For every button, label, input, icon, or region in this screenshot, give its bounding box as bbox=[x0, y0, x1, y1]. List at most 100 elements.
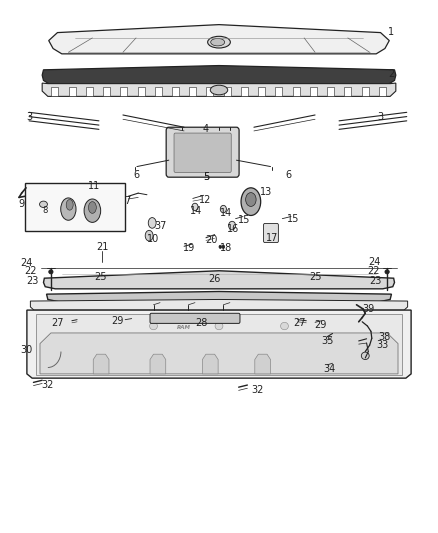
Ellipse shape bbox=[385, 270, 389, 274]
FancyBboxPatch shape bbox=[138, 87, 145, 96]
FancyBboxPatch shape bbox=[51, 87, 58, 96]
Text: 27: 27 bbox=[293, 318, 306, 328]
Text: 23: 23 bbox=[369, 277, 381, 286]
Ellipse shape bbox=[84, 199, 101, 222]
Polygon shape bbox=[49, 25, 389, 54]
Text: 1: 1 bbox=[389, 27, 395, 37]
Polygon shape bbox=[150, 354, 166, 374]
Text: 7: 7 bbox=[124, 196, 131, 206]
FancyBboxPatch shape bbox=[174, 133, 231, 172]
Text: 15: 15 bbox=[238, 215, 251, 225]
Text: 20: 20 bbox=[205, 236, 218, 246]
FancyBboxPatch shape bbox=[86, 87, 93, 96]
Text: 35: 35 bbox=[321, 336, 333, 346]
Text: 25: 25 bbox=[310, 272, 322, 281]
Text: 6: 6 bbox=[286, 170, 292, 180]
Ellipse shape bbox=[39, 201, 47, 207]
Ellipse shape bbox=[219, 245, 222, 248]
Ellipse shape bbox=[66, 199, 73, 210]
FancyBboxPatch shape bbox=[166, 127, 239, 177]
Text: 12: 12 bbox=[199, 195, 211, 205]
Text: 32: 32 bbox=[41, 379, 53, 390]
Text: 14: 14 bbox=[220, 208, 232, 219]
FancyBboxPatch shape bbox=[103, 87, 110, 96]
Text: 24: 24 bbox=[21, 259, 33, 268]
Text: 10: 10 bbox=[146, 235, 159, 245]
Text: 27: 27 bbox=[51, 318, 64, 328]
Text: 8: 8 bbox=[42, 206, 48, 215]
Ellipse shape bbox=[208, 36, 230, 48]
Ellipse shape bbox=[192, 203, 198, 211]
FancyBboxPatch shape bbox=[276, 87, 283, 96]
Text: 29: 29 bbox=[111, 316, 124, 326]
Polygon shape bbox=[93, 354, 109, 374]
FancyBboxPatch shape bbox=[258, 87, 265, 96]
FancyBboxPatch shape bbox=[189, 87, 196, 96]
Polygon shape bbox=[42, 66, 396, 84]
Text: 9: 9 bbox=[18, 199, 25, 209]
Text: 13: 13 bbox=[260, 187, 272, 197]
Text: 37: 37 bbox=[154, 221, 166, 231]
FancyBboxPatch shape bbox=[344, 87, 351, 96]
FancyBboxPatch shape bbox=[155, 87, 162, 96]
FancyBboxPatch shape bbox=[69, 87, 76, 96]
Ellipse shape bbox=[281, 322, 288, 330]
FancyBboxPatch shape bbox=[224, 87, 231, 96]
Text: 39: 39 bbox=[362, 304, 374, 314]
FancyBboxPatch shape bbox=[327, 87, 334, 96]
Text: 5: 5 bbox=[203, 172, 209, 182]
Text: 6: 6 bbox=[133, 170, 139, 180]
Text: 19: 19 bbox=[183, 244, 195, 253]
Text: 38: 38 bbox=[378, 332, 390, 342]
FancyBboxPatch shape bbox=[293, 87, 300, 96]
FancyBboxPatch shape bbox=[172, 87, 179, 96]
Polygon shape bbox=[30, 300, 408, 310]
Polygon shape bbox=[43, 271, 395, 289]
Polygon shape bbox=[42, 83, 396, 96]
Text: 18: 18 bbox=[220, 244, 232, 253]
Polygon shape bbox=[35, 314, 403, 375]
FancyBboxPatch shape bbox=[379, 87, 386, 96]
Ellipse shape bbox=[241, 188, 261, 215]
Text: 22: 22 bbox=[24, 266, 37, 276]
Ellipse shape bbox=[148, 217, 156, 228]
Ellipse shape bbox=[145, 230, 153, 241]
Ellipse shape bbox=[49, 270, 53, 274]
Ellipse shape bbox=[210, 85, 228, 95]
Ellipse shape bbox=[220, 205, 226, 213]
Ellipse shape bbox=[211, 38, 225, 46]
Text: 11: 11 bbox=[88, 181, 101, 191]
FancyBboxPatch shape bbox=[310, 87, 317, 96]
Text: 33: 33 bbox=[377, 340, 389, 350]
FancyBboxPatch shape bbox=[361, 87, 368, 96]
Text: 3: 3 bbox=[26, 111, 32, 122]
Text: 2: 2 bbox=[389, 69, 395, 79]
Text: 32: 32 bbox=[251, 385, 264, 395]
Text: RAM: RAM bbox=[177, 325, 191, 330]
Text: 29: 29 bbox=[314, 320, 327, 330]
Ellipse shape bbox=[215, 322, 223, 330]
Text: 25: 25 bbox=[94, 272, 106, 281]
Text: 22: 22 bbox=[368, 266, 380, 276]
Ellipse shape bbox=[150, 322, 157, 330]
Text: 3: 3 bbox=[378, 111, 384, 122]
Text: 34: 34 bbox=[323, 364, 336, 374]
Text: 30: 30 bbox=[21, 345, 33, 355]
Ellipse shape bbox=[229, 221, 236, 230]
Text: 14: 14 bbox=[190, 206, 202, 216]
Polygon shape bbox=[255, 354, 271, 374]
Text: 5: 5 bbox=[203, 172, 209, 182]
Text: 23: 23 bbox=[26, 277, 38, 286]
FancyBboxPatch shape bbox=[25, 183, 125, 231]
Text: 28: 28 bbox=[195, 318, 208, 328]
FancyBboxPatch shape bbox=[150, 313, 240, 324]
Text: 15: 15 bbox=[287, 214, 300, 224]
Text: 16: 16 bbox=[227, 224, 240, 235]
FancyBboxPatch shape bbox=[241, 87, 248, 96]
FancyBboxPatch shape bbox=[264, 223, 279, 243]
Polygon shape bbox=[27, 310, 411, 378]
Ellipse shape bbox=[361, 352, 369, 360]
Polygon shape bbox=[202, 354, 218, 374]
FancyBboxPatch shape bbox=[206, 87, 213, 96]
Polygon shape bbox=[40, 333, 398, 374]
